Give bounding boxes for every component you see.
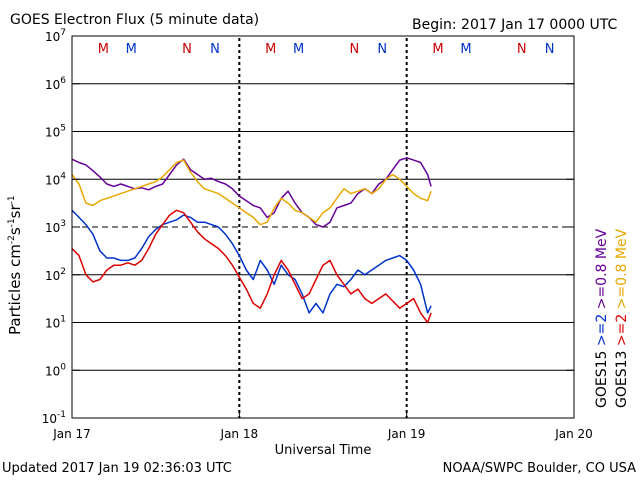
- legend-column-0: GOES13 >=2 >=0.8 MeV: [614, 228, 630, 408]
- day-markers: [238, 38, 408, 418]
- credit-label: NOAA/SWPC Boulder, CO USA: [443, 461, 636, 476]
- y-tick-label: 100: [45, 362, 66, 378]
- y-tick-label: 106: [45, 76, 66, 92]
- x-tick-label: Jan 17: [52, 427, 91, 441]
- marker-N: N: [182, 42, 192, 57]
- x-tick-label: Jan 19: [387, 427, 426, 441]
- marker-N: N: [545, 42, 555, 57]
- marker-M: M: [460, 42, 471, 57]
- series-line-0: [71, 157, 432, 228]
- marker-N: N: [517, 42, 527, 57]
- series-line-1: [71, 159, 432, 226]
- marker-N: N: [350, 42, 360, 57]
- y-tick-label: 104: [45, 171, 66, 187]
- y-tick-label: 101: [45, 315, 66, 331]
- x-tick-label: Jan 20: [554, 427, 593, 441]
- y-tick-label: 107: [45, 28, 66, 44]
- y-axis-label: Particles cm-2s-1sr-1: [6, 195, 24, 335]
- y-tick-label: 102: [45, 267, 66, 283]
- marker-M: M: [432, 42, 443, 57]
- y-tick-label: 10-1: [42, 410, 66, 426]
- marker-N: N: [210, 42, 220, 57]
- series-layer: [71, 157, 432, 324]
- y-axis-ticks: 107 106 105 104 103 102 101 100 10-1: [42, 28, 574, 426]
- y-tick-label: 103: [45, 219, 66, 235]
- chart-title: GOES Electron Flux (5 minute data): [10, 12, 259, 28]
- marker-M: M: [293, 42, 304, 57]
- begin-label: Begin: 2017 Jan 17 0000 UTC: [412, 17, 617, 33]
- marker-N: N: [377, 42, 387, 57]
- series-line-3: [71, 209, 432, 324]
- marker-M: M: [265, 42, 276, 57]
- marker-M: M: [126, 42, 137, 57]
- marker-M: M: [98, 42, 109, 57]
- updated-timestamp: Updated 2017 Jan 19 02:36:03 UTC: [2, 461, 232, 476]
- x-axis-ticks: Jan 17 Jan 18 Jan 19 Jan 20: [52, 410, 593, 441]
- x-tick-label: Jan 18: [220, 427, 259, 441]
- series-line-2: [71, 209, 432, 314]
- legend-column-1: GOES15 >=2 >=0.8 MeV: [594, 228, 610, 408]
- y-tick-label: 105: [45, 124, 66, 140]
- x-axis-label: Universal Time: [275, 443, 372, 458]
